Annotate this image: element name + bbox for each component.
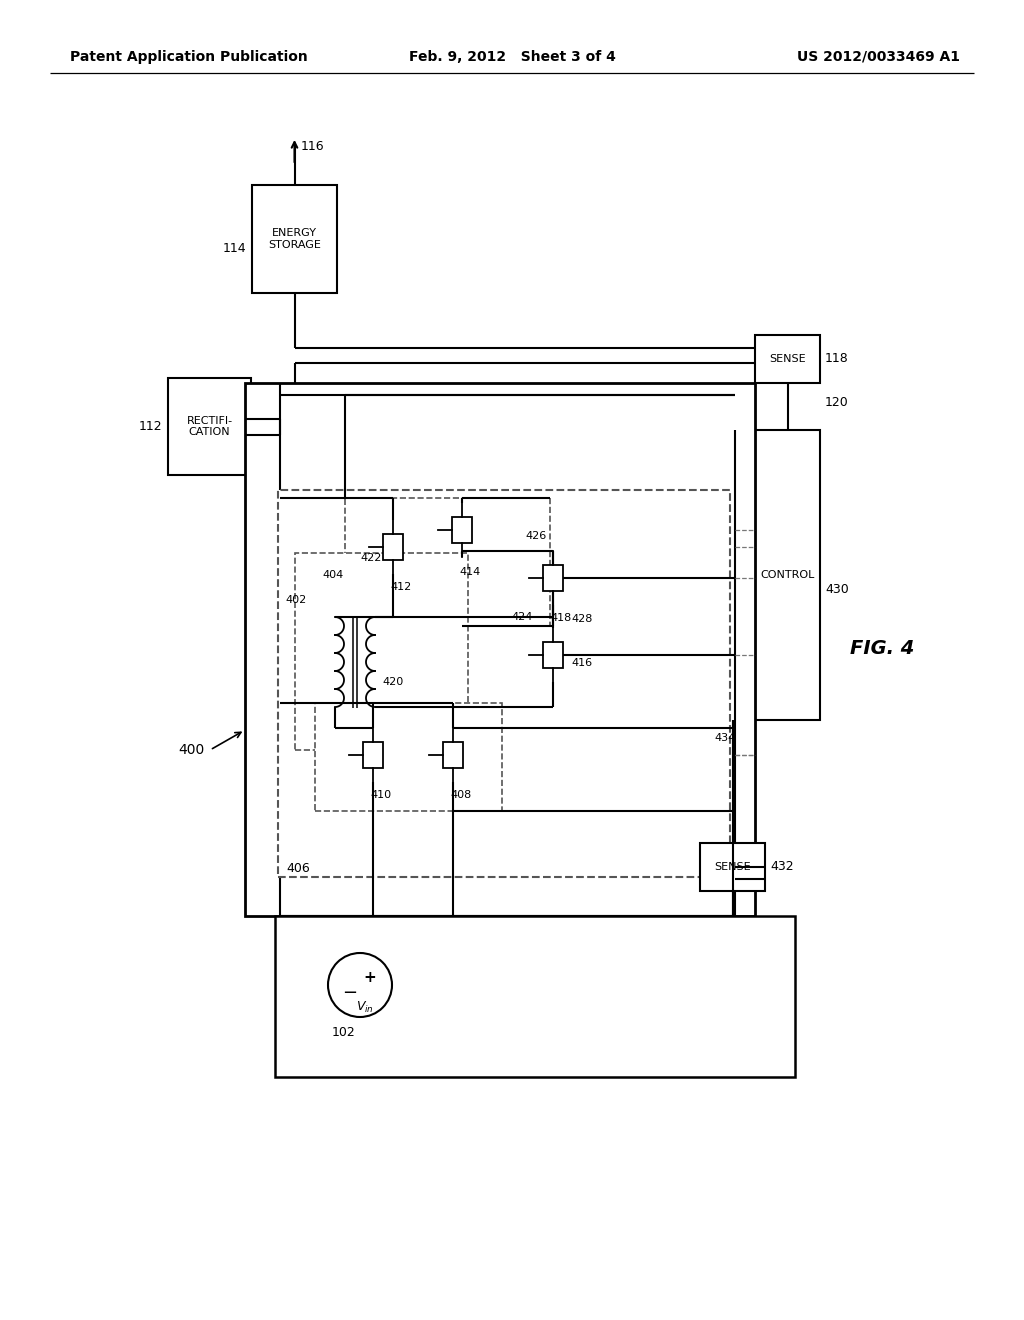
- Bar: [362, 742, 383, 768]
- Text: +: +: [364, 969, 377, 985]
- Text: RECTIFI-
CATION: RECTIFI- CATION: [186, 416, 232, 437]
- Text: 414: 414: [459, 568, 480, 577]
- Text: 424: 424: [511, 612, 532, 622]
- Text: 420: 420: [382, 677, 403, 686]
- Text: $V_{in}$: $V_{in}$: [356, 999, 374, 1015]
- Text: 116: 116: [300, 140, 325, 153]
- Text: 408: 408: [450, 789, 471, 800]
- Text: 102: 102: [331, 1027, 355, 1040]
- Text: 112: 112: [138, 420, 162, 433]
- Text: Feb. 9, 2012   Sheet 3 of 4: Feb. 9, 2012 Sheet 3 of 4: [409, 50, 615, 63]
- Bar: [245, 383, 755, 916]
- Text: 114: 114: [222, 243, 246, 256]
- Bar: [543, 565, 563, 591]
- Text: 418: 418: [550, 612, 571, 623]
- Bar: [452, 517, 472, 543]
- Bar: [383, 535, 403, 560]
- Bar: [443, 742, 463, 768]
- Bar: [755, 430, 820, 719]
- Text: 400: 400: [178, 743, 204, 756]
- Text: 120: 120: [825, 396, 849, 409]
- Bar: [275, 916, 795, 1077]
- Bar: [345, 498, 550, 626]
- Text: 428: 428: [571, 614, 592, 624]
- Text: CONTROL: CONTROL: [760, 570, 815, 579]
- Bar: [278, 490, 730, 876]
- Text: 412: 412: [390, 582, 412, 591]
- Text: FIG. 4: FIG. 4: [850, 639, 914, 657]
- Text: 406: 406: [286, 862, 309, 875]
- Bar: [543, 642, 563, 668]
- Text: 426: 426: [525, 531, 546, 541]
- Text: SENSE: SENSE: [769, 354, 806, 364]
- Bar: [755, 335, 820, 383]
- Text: 402: 402: [285, 595, 306, 605]
- Bar: [252, 185, 337, 293]
- Bar: [700, 843, 765, 891]
- Text: −: −: [342, 983, 357, 1002]
- Text: 404: 404: [322, 570, 343, 579]
- Text: ENERGY
STORAGE: ENERGY STORAGE: [268, 228, 321, 249]
- Text: 118: 118: [825, 352, 849, 366]
- Text: 422: 422: [360, 553, 381, 564]
- Text: US 2012/0033469 A1: US 2012/0033469 A1: [797, 50, 961, 63]
- Bar: [315, 704, 502, 810]
- Text: 416: 416: [571, 657, 592, 668]
- Text: 434: 434: [715, 733, 736, 743]
- Text: 410: 410: [370, 789, 391, 800]
- Text: Patent Application Publication: Patent Application Publication: [70, 50, 308, 63]
- Bar: [295, 553, 468, 750]
- Text: 432: 432: [770, 861, 794, 874]
- Text: 430: 430: [825, 583, 849, 597]
- Bar: [168, 378, 251, 475]
- Text: SENSE: SENSE: [714, 862, 751, 873]
